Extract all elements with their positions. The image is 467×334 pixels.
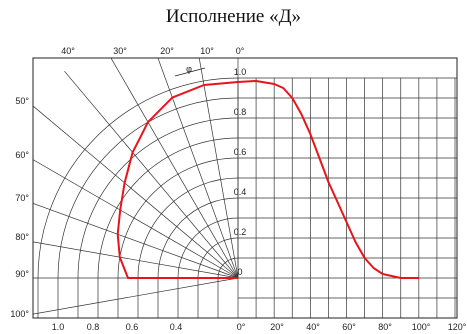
phi-symbol: φ — [186, 64, 192, 74]
tick-label-angle-left: 50° — [15, 96, 29, 106]
polar-intensity-curve — [116, 81, 239, 279]
tick-label-x: 40° — [306, 322, 320, 332]
polar-circle — [217, 257, 239, 318]
tick-label-angle-left: 70° — [15, 193, 29, 203]
polar-radial-line — [198, 58, 239, 279]
tick-label-y: 0.6 — [234, 147, 247, 157]
tick-label-y: 0.8 — [234, 107, 247, 117]
tick-label-y: 0.4 — [234, 187, 247, 197]
tick-label-angle-top: 10° — [200, 46, 214, 56]
polar-circle — [197, 237, 239, 318]
tick-label-x: 80° — [378, 322, 392, 332]
tick-label-radius: 0.8 — [87, 322, 100, 332]
tick-label-radius: 1.0 — [52, 322, 65, 332]
tick-label-radius: 0.4 — [170, 322, 183, 332]
tick-label-angle-top: 40° — [61, 46, 75, 56]
tick-label-angle-left: 90° — [15, 269, 29, 279]
tick-label-angle-top: 0° — [236, 46, 245, 56]
tick-label-angle-top: 30° — [113, 46, 127, 56]
tick-label-angle-left: 100° — [10, 309, 29, 319]
polar-radial-line — [157, 58, 239, 279]
tick-label-y: 0 — [237, 267, 242, 277]
polar-circle — [177, 217, 239, 318]
polar-circle — [77, 117, 239, 318]
tick-label-radius: 0.6 — [126, 322, 139, 332]
tick-label-angle-left: 80° — [15, 232, 29, 242]
polar-radial-line — [33, 241, 239, 279]
plot-frame — [32, 57, 458, 319]
polar-circle — [117, 157, 239, 318]
tick-label-x: 20° — [270, 322, 284, 332]
phi-arrow — [174, 67, 206, 77]
polar-radial-line — [64, 70, 239, 279]
tick-label-y: 1.0 — [234, 67, 247, 77]
polar-circle — [137, 177, 239, 318]
tick-label-x: 120° — [448, 322, 467, 332]
polar-radial-line — [33, 105, 239, 279]
polar-radial-line — [33, 277, 239, 315]
tick-label-x: 100° — [412, 322, 431, 332]
polar-circle — [57, 97, 239, 318]
tick-label-x: 60° — [342, 322, 356, 332]
chart-title: Исполнение «Д» — [165, 6, 302, 27]
cartesian-intensity-curve — [237, 80, 419, 279]
tick-label-y: 0.2 — [234, 227, 247, 237]
tick-label-angle-left: 60° — [15, 150, 29, 160]
tick-label-x: 0° — [237, 322, 246, 332]
polar-radial-line — [33, 203, 239, 279]
polar-radial-line — [110, 58, 239, 279]
tick-label-angle-top: 20° — [160, 46, 174, 56]
polar-circle — [157, 197, 239, 318]
polar-circle — [97, 137, 239, 318]
